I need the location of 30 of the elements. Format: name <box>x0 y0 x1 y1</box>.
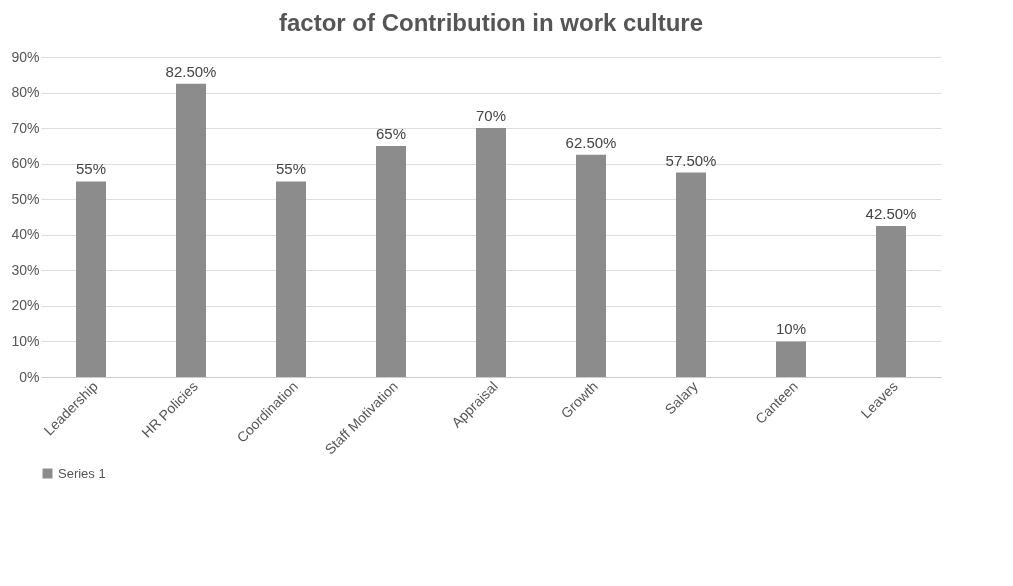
data-label: 65% <box>375 124 407 142</box>
bar <box>276 181 306 377</box>
y-tick-label: 70% <box>11 119 40 136</box>
bar <box>676 172 706 377</box>
data-label: 42.50% <box>865 204 917 222</box>
y-tick-label: 10% <box>11 332 40 349</box>
data-label: 10% <box>775 320 807 338</box>
bar <box>576 154 606 377</box>
y-tick-label: 50% <box>11 190 40 207</box>
data-label: 57.50% <box>665 151 717 169</box>
data-label: 62.50% <box>565 133 617 151</box>
data-label: 70% <box>475 107 507 125</box>
bar <box>176 83 206 377</box>
y-tick-label: 90% <box>11 48 40 65</box>
bar <box>76 181 106 377</box>
data-label: 82.50% <box>165 62 217 80</box>
y-tick-label: 80% <box>11 84 40 101</box>
chart-title: factor of Contribution in work culture <box>279 9 703 36</box>
bar <box>776 341 806 377</box>
y-tick-label: 60% <box>11 155 40 172</box>
y-tick-label: 20% <box>11 297 40 314</box>
y-tick-label: 0% <box>19 368 40 385</box>
bar <box>876 225 906 377</box>
bar <box>476 128 506 377</box>
bar <box>376 145 406 377</box>
data-label: 55% <box>275 160 307 178</box>
y-tick-label: 40% <box>11 226 40 243</box>
legend-label: Series 1 <box>58 465 106 481</box>
y-tick-label: 30% <box>11 261 40 278</box>
data-label: 55% <box>75 160 107 178</box>
